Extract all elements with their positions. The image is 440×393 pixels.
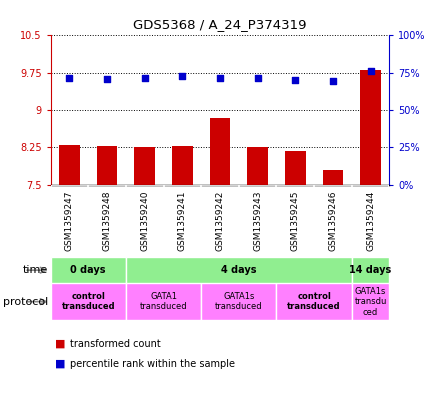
Bar: [276, 283, 352, 320]
Bar: [285, 151, 306, 185]
Text: GSM1359248: GSM1359248: [103, 191, 112, 251]
Bar: [97, 146, 117, 185]
Text: transformed count: transformed count: [70, 339, 161, 349]
Text: control
transduced: control transduced: [62, 292, 115, 311]
Point: [254, 75, 261, 81]
Point: [330, 78, 337, 84]
Bar: [126, 257, 352, 283]
Text: GSM1359245: GSM1359245: [291, 191, 300, 251]
Bar: [172, 146, 193, 185]
Text: GATA1s
transduced: GATA1s transduced: [215, 292, 263, 311]
Text: protocol: protocol: [3, 297, 48, 307]
Text: 14 days: 14 days: [349, 265, 392, 275]
Bar: [51, 283, 126, 320]
Bar: [209, 118, 231, 185]
Bar: [360, 70, 381, 185]
Point: [367, 68, 374, 74]
Bar: [126, 283, 201, 320]
Text: GSM1359243: GSM1359243: [253, 191, 262, 251]
Point: [66, 75, 73, 81]
Text: GSM1359246: GSM1359246: [328, 191, 337, 251]
Bar: [352, 283, 389, 320]
Point: [216, 75, 224, 81]
Text: ■: ■: [55, 358, 66, 369]
Text: ■: ■: [55, 339, 66, 349]
Point: [292, 77, 299, 83]
Text: GSM1359244: GSM1359244: [366, 191, 375, 251]
Point: [179, 73, 186, 79]
Title: GDS5368 / A_24_P374319: GDS5368 / A_24_P374319: [133, 18, 307, 31]
Text: control
transduced: control transduced: [287, 292, 341, 311]
Text: GSM1359242: GSM1359242: [216, 191, 224, 251]
Bar: [352, 257, 389, 283]
Text: GSM1359240: GSM1359240: [140, 191, 149, 251]
Bar: [59, 145, 80, 185]
Text: GATA1s
transdu
ced: GATA1s transdu ced: [354, 287, 387, 316]
Text: GSM1359241: GSM1359241: [178, 191, 187, 251]
Text: time: time: [23, 265, 48, 275]
Bar: [247, 147, 268, 185]
Point: [141, 75, 148, 81]
Bar: [201, 283, 276, 320]
Text: GSM1359247: GSM1359247: [65, 191, 74, 251]
Text: GATA1
transduced: GATA1 transduced: [140, 292, 187, 311]
Text: 0 days: 0 days: [70, 265, 106, 275]
Point: [103, 76, 110, 82]
Bar: [134, 147, 155, 185]
Bar: [51, 257, 126, 283]
Text: 4 days: 4 days: [221, 265, 257, 275]
Text: percentile rank within the sample: percentile rank within the sample: [70, 358, 235, 369]
Bar: [323, 170, 343, 185]
